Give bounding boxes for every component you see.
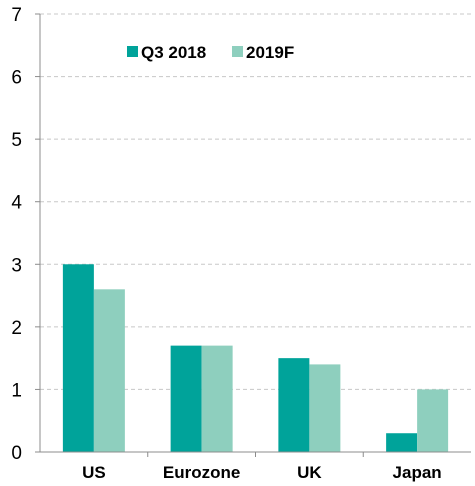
legend: Q3 2018 2019F (127, 43, 294, 62)
bar-2019f-uk (309, 364, 341, 452)
bar-2019f-us (93, 289, 125, 452)
x-category-label: US (82, 463, 106, 482)
x-axis-labels: US Eurozone UK Japan (82, 452, 442, 482)
bar-q3-2018-uk (278, 358, 310, 452)
y-tick-label: 5 (11, 130, 22, 151)
legend-swatch (232, 46, 243, 57)
bar-2019f-eurozone (201, 345, 233, 452)
bar-q3-2018-japan (386, 433, 418, 452)
legend-swatch (127, 46, 138, 57)
bar-q3-2018-us (62, 264, 94, 452)
x-category-label: Japan (393, 463, 442, 482)
y-tick-label: 6 (11, 68, 22, 89)
y-tick-label: 3 (11, 255, 22, 276)
bar-q3-2018-eurozone (170, 345, 202, 452)
legend-label: Q3 2018 (141, 43, 206, 62)
x-category-label: UK (297, 463, 322, 482)
x-category-label: Eurozone (163, 463, 240, 482)
y-axis-ticks: 0 1 2 3 4 5 6 7 (11, 5, 40, 464)
y-tick-label: 1 (11, 380, 22, 401)
y-tick-label: 0 (11, 443, 22, 464)
bars (62, 264, 449, 452)
legend-label: 2019F (246, 43, 294, 62)
y-tick-label: 4 (11, 193, 22, 214)
y-tick-label: 7 (11, 5, 22, 26)
bar-2019f-japan (417, 389, 449, 452)
y-tick-label: 2 (11, 318, 22, 339)
